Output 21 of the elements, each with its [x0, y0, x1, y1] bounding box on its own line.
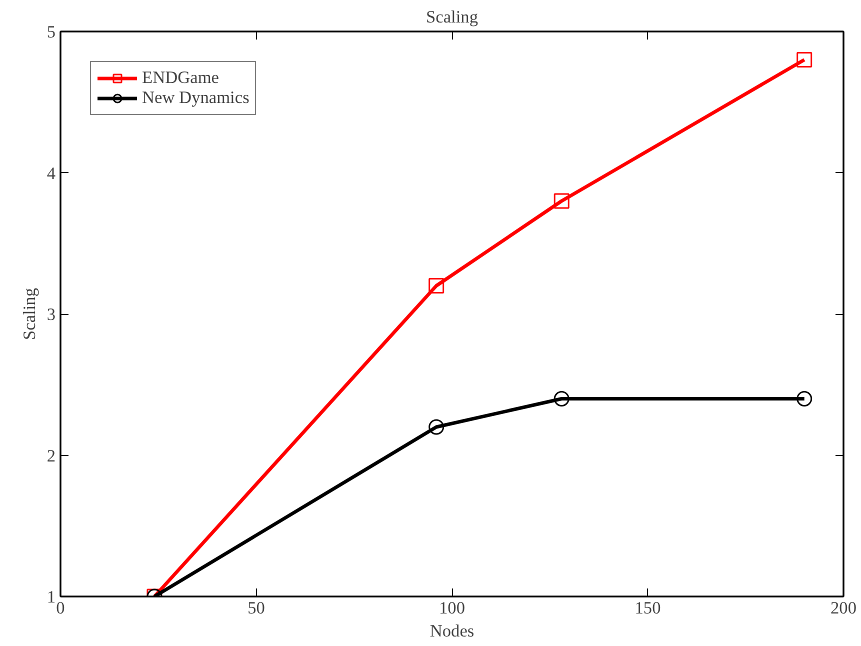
- y-tick-label: 5: [46, 22, 56, 42]
- y-tick-label: 3: [46, 305, 56, 324]
- x-tick-label: 150: [634, 598, 661, 618]
- x-axis-title: Nodes: [430, 622, 474, 640]
- y-tick-label: 2: [46, 446, 56, 466]
- point: [428, 419, 444, 435]
- point: [796, 52, 812, 68]
- point: [554, 193, 570, 209]
- x-tick-label: 0: [56, 598, 65, 618]
- legend-label: New Dynamics: [142, 88, 250, 108]
- legend-label: ENDGame: [142, 68, 219, 88]
- y-tick-label: 4: [46, 164, 56, 183]
- y-axis-title: Scaling: [20, 288, 39, 340]
- x-tick-label: 100: [439, 598, 466, 618]
- point: [554, 391, 570, 406]
- x-tick-label: 50: [248, 598, 265, 618]
- x-tick-label: 200: [830, 598, 857, 618]
- y-tick-label: 1: [46, 588, 56, 606]
- point: [796, 391, 812, 406]
- point: [428, 278, 444, 294]
- chart-title: Scaling: [426, 8, 478, 26]
